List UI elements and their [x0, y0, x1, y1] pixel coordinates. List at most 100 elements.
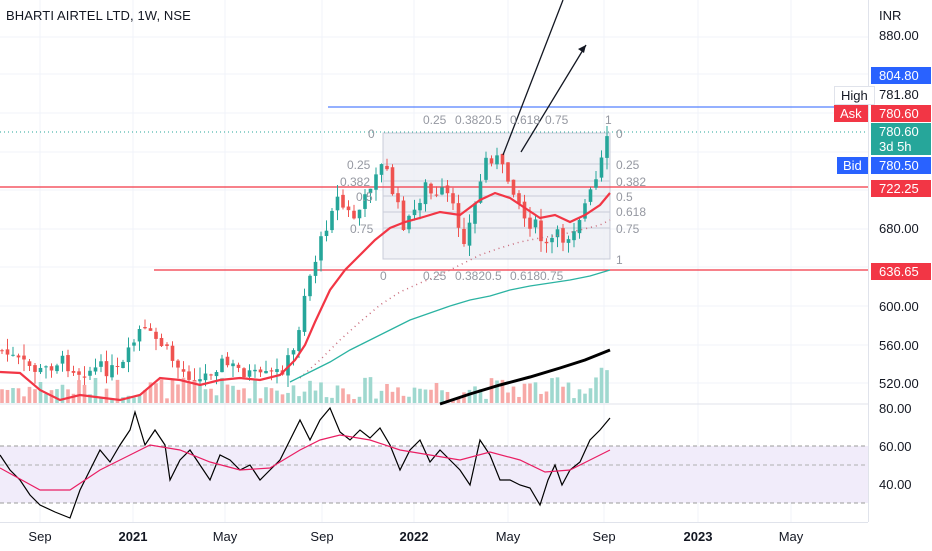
volume-bar	[60, 384, 65, 403]
upper-line-tag: 804.80	[871, 67, 931, 84]
ask-value-tag: 780.60	[871, 105, 931, 122]
volume-bar	[154, 383, 158, 403]
symbol-legend[interactable]: BHARTI AIRTEL LTD, 1W, NSE	[6, 8, 191, 23]
volume-bar	[137, 395, 142, 403]
volume-bar	[357, 396, 362, 403]
candle-body	[49, 366, 54, 371]
volume-bar	[528, 383, 532, 403]
volume-bar	[506, 392, 510, 403]
volume-bar	[38, 381, 43, 403]
volume-bar	[561, 386, 565, 403]
chart-area[interactable]: 0 0.25 0.382 0.5 0.618 0.75 1 0 0.25 0.382 0.5 0.75…	[0, 0, 868, 522]
volume-bar	[225, 384, 230, 403]
volume-bar	[484, 398, 488, 403]
volume-bar	[33, 389, 37, 403]
candle-body	[181, 369, 186, 372]
volume-bar	[335, 385, 340, 403]
candle-body	[104, 361, 109, 377]
candle-body	[291, 350, 296, 355]
candle-body	[93, 367, 98, 372]
volume-bar	[605, 370, 609, 403]
candle-body	[269, 370, 274, 372]
fib-level-label: 0.5	[485, 113, 502, 127]
volume-bar	[352, 398, 356, 403]
volume-bar	[220, 377, 224, 403]
candle-body	[110, 365, 114, 378]
volume-bar	[533, 382, 538, 403]
bar-countdown: 3d 5h	[879, 139, 912, 154]
trend-arrow-head	[578, 45, 586, 53]
volume-bar	[187, 381, 191, 403]
volume-bar	[258, 398, 263, 403]
volume-bar	[566, 382, 571, 403]
candle-body	[555, 229, 560, 238]
candle-body	[77, 371, 81, 375]
fib-level-label: 0	[368, 127, 375, 141]
volume-bar	[313, 390, 318, 403]
volume-bar	[286, 392, 290, 403]
volume-bar	[82, 384, 87, 403]
candle-body	[324, 230, 329, 237]
trend-arrow-line	[502, 0, 564, 156]
fib-level-label: 0.25	[347, 158, 371, 172]
candle-body	[544, 241, 549, 244]
candle-body	[484, 157, 488, 180]
candle-body	[385, 165, 389, 170]
volume-bar	[511, 386, 516, 403]
candle-body	[517, 193, 521, 204]
volume-bar	[341, 388, 345, 403]
candle-body	[407, 215, 411, 230]
time-tick: 2021	[118, 529, 148, 544]
fib-level-label: 0.5	[356, 190, 373, 204]
candle-body	[253, 369, 257, 372]
candle-body	[412, 209, 417, 216]
volume-bar	[181, 377, 186, 403]
candle-body	[511, 179, 516, 195]
fib-level-label: 0.75	[540, 269, 564, 283]
price-axis[interactable]: INR 880.00 804.80 781.80 780.60 780.60 3…	[868, 0, 932, 522]
volume-bar	[324, 397, 329, 403]
candle-body	[209, 374, 213, 376]
candle-body	[27, 361, 32, 366]
volume-bar	[495, 380, 499, 403]
candle-body	[588, 189, 593, 202]
fib-level-label: 0.618	[510, 269, 540, 283]
fib-level-label: 0.618	[616, 205, 646, 219]
candle-body	[423, 182, 428, 205]
candle-body	[583, 203, 587, 219]
volume-bar	[143, 390, 147, 403]
candle-body	[313, 261, 318, 276]
volume-bar	[247, 398, 252, 403]
candle-body	[319, 236, 323, 261]
price-tick: 600.00	[879, 299, 919, 314]
candle-body	[528, 217, 532, 229]
fib-level-label: 0.25	[423, 113, 447, 127]
volume-bar	[346, 394, 351, 403]
time-tick: May	[778, 529, 804, 544]
time-tick: 2022	[399, 529, 429, 544]
fib-level-label: 0.382	[616, 175, 646, 189]
volume-bar	[253, 379, 257, 403]
volume-bar	[99, 397, 103, 403]
volume-bar	[176, 384, 180, 403]
rsi-tick: 40.00	[879, 477, 912, 492]
candle-body	[445, 185, 450, 194]
candle-body	[379, 164, 384, 175]
price-chart[interactable]: 00.250.3820.50.6180.75100.250.3820.50.75…	[0, 0, 868, 522]
time-axis[interactable]: Sep 2021 May Sep 2022 May Sep 2023 May	[0, 522, 868, 551]
high-label: High	[834, 86, 875, 105]
sma-teal-line	[289, 269, 611, 383]
fib-level-label: 0	[380, 269, 387, 283]
volume-bar	[555, 377, 560, 403]
candle-body	[577, 220, 582, 234]
fib-level-label: 0	[616, 127, 623, 141]
volume-bar	[170, 379, 175, 403]
volume-bar	[27, 386, 32, 403]
volume-bar	[500, 379, 505, 403]
candle-body	[451, 193, 455, 204]
candle-body	[242, 368, 246, 378]
time-tick: May	[212, 529, 238, 544]
candle-body	[374, 174, 378, 190]
candle-body	[55, 365, 59, 372]
volume-bar	[214, 395, 219, 403]
